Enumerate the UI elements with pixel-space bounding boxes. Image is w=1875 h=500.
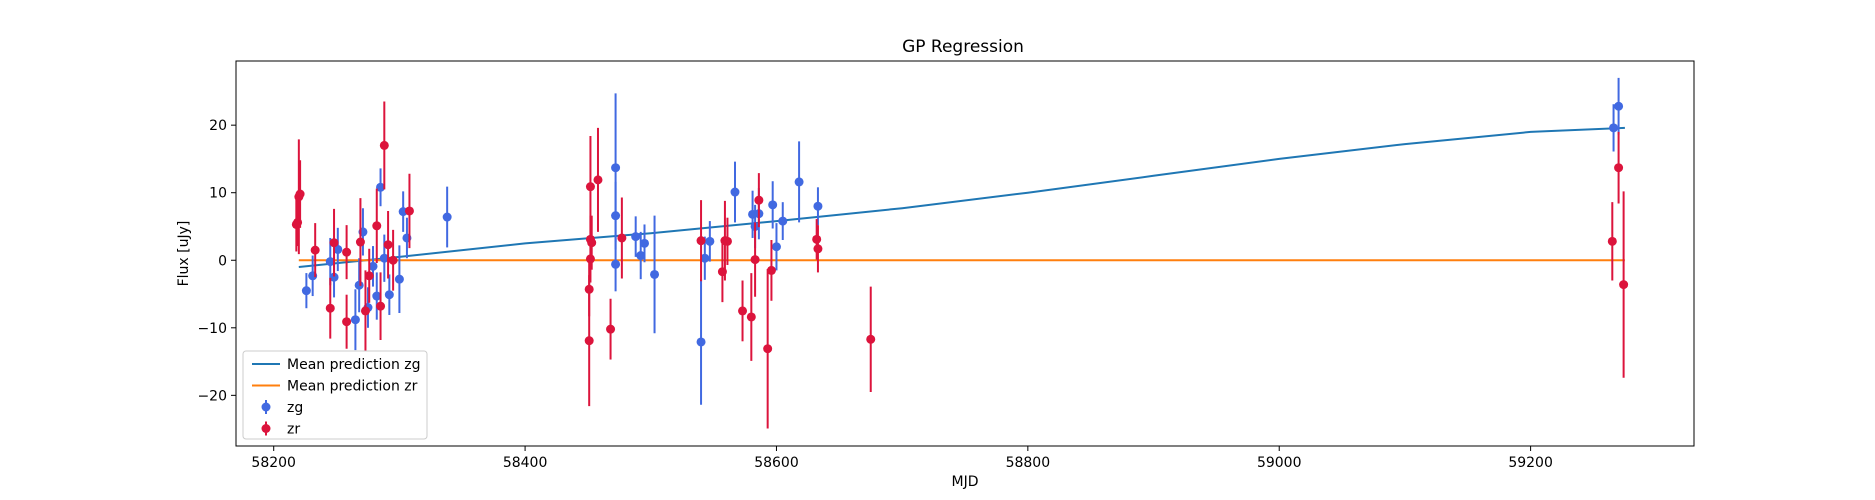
zr-point — [606, 324, 616, 334]
zr-point — [746, 312, 756, 322]
legend-label: zr — [287, 422, 300, 438]
zr-point — [866, 334, 876, 344]
zg-point — [329, 272, 339, 282]
legend-marker-swatch — [261, 402, 271, 412]
y-tick-label: −20 — [197, 388, 227, 404]
zg-point — [384, 290, 394, 300]
zr-point — [593, 175, 603, 185]
zr-point — [295, 189, 305, 199]
zg-point — [368, 261, 378, 271]
x-tick-label: 59200 — [1508, 455, 1553, 471]
zg-point — [730, 187, 740, 197]
zr-point — [342, 317, 352, 327]
axes-frame — [235, 60, 1695, 447]
zg-point — [333, 244, 343, 254]
data-points — [291, 77, 1629, 429]
zg-point — [813, 201, 823, 211]
zr-point — [587, 238, 597, 248]
plot-area — [291, 77, 1629, 429]
zr-point — [812, 234, 822, 244]
zg-point — [1614, 101, 1624, 111]
y-axis-label: Flux [uJy] — [176, 221, 192, 287]
zg-point — [771, 242, 781, 252]
x-axis-label: MJD — [952, 474, 979, 490]
zr-point — [364, 271, 374, 281]
legend: Mean prediction zg Mean prediction zr zg zr — [242, 350, 428, 440]
legend-box — [242, 350, 428, 440]
zg-point — [376, 182, 386, 192]
zr-point — [329, 238, 339, 248]
y-axis-ticks: −20 −10 0 10 20 — [197, 118, 236, 404]
zr-point — [355, 237, 365, 247]
chart-title: GP Regression — [902, 37, 1024, 57]
zr-point — [766, 265, 776, 275]
zg-point — [372, 291, 382, 301]
zr-point — [750, 255, 760, 265]
zg-point — [611, 211, 621, 221]
x-tick-label: 58800 — [1006, 455, 1051, 471]
zr-point — [404, 206, 414, 216]
mean-prediction-zg-line — [298, 126, 1625, 268]
legend-label: zg — [287, 400, 303, 416]
zr-point — [617, 233, 627, 243]
x-tick-label: 58200 — [251, 455, 296, 471]
zr-point — [1614, 163, 1624, 173]
zg-point — [696, 337, 706, 347]
legend-label: Mean prediction zr — [287, 379, 418, 395]
zg-point — [611, 163, 621, 173]
zg-point — [705, 236, 715, 246]
zr-point — [342, 247, 352, 257]
zg-point — [639, 238, 649, 248]
zg-point — [350, 315, 360, 325]
zg-point — [631, 232, 641, 242]
zg-point — [794, 177, 804, 187]
x-tick-label: 58600 — [754, 455, 799, 471]
zr-point — [325, 303, 335, 313]
zr-point — [383, 240, 393, 250]
zr-point — [1607, 236, 1617, 246]
zr-point — [696, 236, 706, 246]
zr-point — [584, 336, 594, 346]
x-tick-label: 58400 — [503, 455, 548, 471]
zg-point — [301, 286, 311, 296]
zg-point — [778, 216, 788, 226]
zg-point — [1609, 123, 1619, 133]
zg-point — [611, 259, 621, 269]
zr-point — [722, 236, 732, 246]
legend-marker-swatch — [261, 424, 271, 433]
zr-point — [379, 140, 389, 150]
x-tick-label: 59000 — [1257, 455, 1302, 471]
y-tick-label: −10 — [197, 321, 227, 337]
zr-point — [1619, 280, 1629, 290]
zr-point — [360, 306, 370, 316]
zg-point — [394, 274, 404, 284]
y-tick-label: 10 — [209, 186, 227, 202]
zr-point — [813, 244, 823, 254]
zr-point — [310, 245, 320, 255]
zg-point — [768, 200, 778, 210]
zg-point — [354, 280, 364, 290]
zg-point — [325, 257, 335, 267]
y-tick-label: 0 — [218, 253, 227, 269]
zr-point — [738, 306, 748, 316]
zg-point — [636, 251, 646, 261]
zr-point — [754, 195, 764, 205]
zg-point — [379, 253, 389, 263]
zg-point — [650, 269, 660, 279]
zr-point — [388, 255, 398, 265]
prediction-lines — [298, 126, 1625, 268]
zr-point — [585, 182, 595, 192]
zg-point — [700, 253, 710, 263]
x-axis-ticks: 58200 58400 58600 58800 59000 59200 — [251, 446, 1553, 471]
zr-point — [763, 344, 773, 354]
zr-point — [376, 301, 386, 311]
zr-point — [584, 284, 594, 294]
zg-point — [442, 212, 452, 222]
zr-point — [372, 221, 382, 231]
legend-label: Mean prediction zg — [287, 357, 421, 373]
y-tick-label: 20 — [209, 118, 227, 134]
